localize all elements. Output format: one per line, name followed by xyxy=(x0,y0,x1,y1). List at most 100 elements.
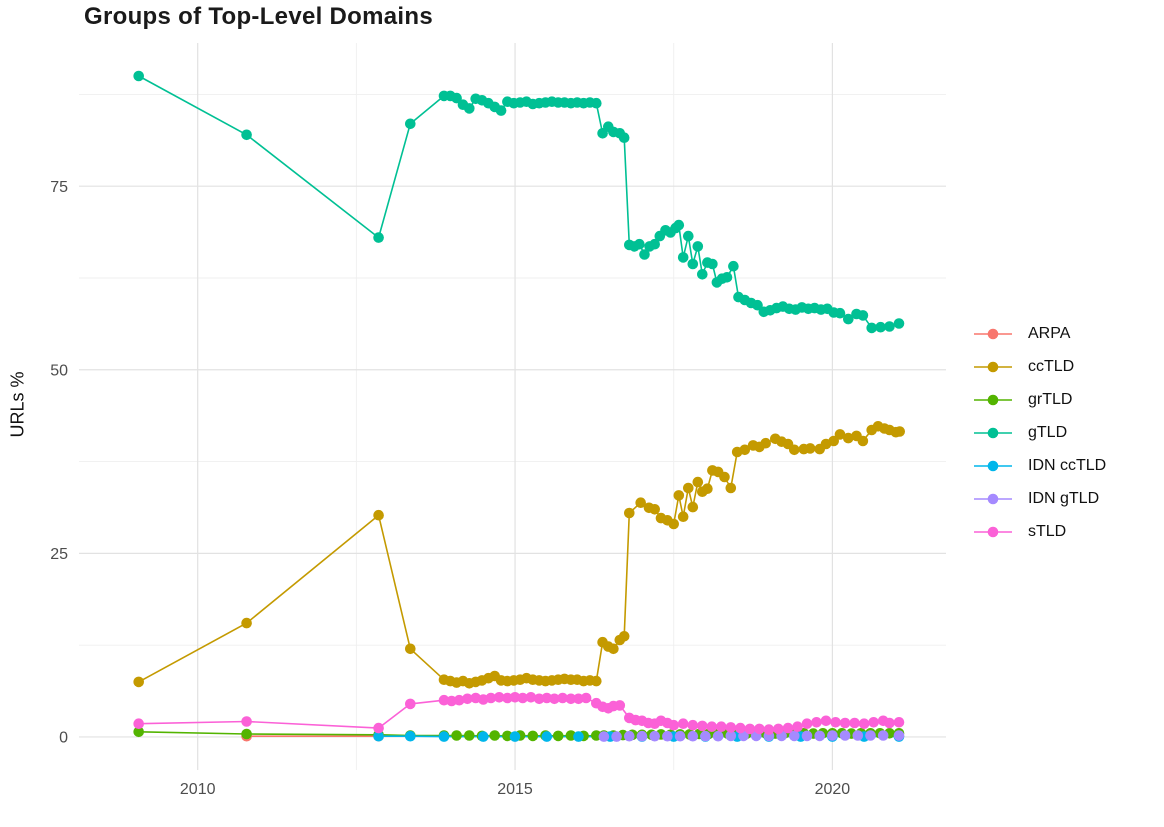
series-point-stld xyxy=(744,723,756,735)
legend-label: ARPA xyxy=(1028,324,1071,342)
series-point-gtld xyxy=(451,92,462,104)
series-point-stld xyxy=(868,717,879,728)
series-point-idn-gtld xyxy=(801,730,813,742)
series-point-gtld xyxy=(875,321,886,333)
series-point-cctld xyxy=(804,443,816,454)
legend-label: gTLD xyxy=(1028,423,1068,441)
series-point-idn-gtld xyxy=(674,730,686,742)
series-point-gtld xyxy=(241,129,252,141)
series-point-idn-gtld xyxy=(598,731,610,742)
series-point-idn-gtld xyxy=(789,730,800,742)
series-point-idn-gtld xyxy=(624,730,635,742)
series-point-grtld xyxy=(241,728,252,740)
series-point-stld xyxy=(893,717,905,728)
legend-key-dot xyxy=(987,328,999,339)
series-point-grtld xyxy=(489,730,501,741)
legend-key-dot xyxy=(987,493,999,504)
series-point-stld xyxy=(706,721,718,732)
series-point-stld xyxy=(565,693,577,705)
series-point-grtld xyxy=(527,730,539,742)
series-point-cctld xyxy=(692,476,704,488)
series-point-cctld xyxy=(668,518,679,530)
series-point-stld xyxy=(763,724,775,735)
series-point-idn-cctld xyxy=(541,731,553,742)
series-point-stld xyxy=(453,694,465,706)
series-point-stld xyxy=(373,722,384,734)
legend-key-dot xyxy=(987,394,999,405)
legend-key-icon xyxy=(974,427,1012,438)
series-point-stld xyxy=(549,693,560,705)
series-point-stld xyxy=(773,723,784,735)
legend-item-grtld: grTLD xyxy=(974,383,1106,416)
series-point-cctld xyxy=(618,631,630,642)
legend-key-icon xyxy=(974,328,1012,339)
series-point-stld xyxy=(849,717,860,729)
series-point-gtld xyxy=(884,321,895,332)
series-point-stld xyxy=(820,715,832,727)
series-point-gtld xyxy=(834,307,846,319)
series-point-stld xyxy=(502,692,513,704)
series-point-cctld xyxy=(624,507,635,519)
series-point-gtld xyxy=(683,230,694,242)
series-point-gtld xyxy=(697,269,708,280)
series-point-idn-gtld xyxy=(865,730,876,741)
y-tick-label: 50 xyxy=(50,362,68,379)
series-point-idn-cctld xyxy=(405,730,416,742)
series-point-gtld xyxy=(866,322,877,334)
series-point-cctld xyxy=(649,504,660,515)
series-point-cctld xyxy=(894,426,905,437)
series-point-cctld xyxy=(834,429,846,440)
series-point-gtld xyxy=(677,252,689,263)
legend-key-dot xyxy=(987,460,999,471)
series-point-gtld xyxy=(893,318,905,329)
series-point-grtld xyxy=(464,730,475,741)
series-point-grtld xyxy=(502,730,513,742)
series-point-stld xyxy=(525,692,537,703)
legend-item-cctld: ccTLD xyxy=(974,350,1106,383)
series-point-cctld xyxy=(635,497,646,509)
series-point-cctld xyxy=(677,511,689,522)
series-point-cctld xyxy=(683,482,694,494)
series-point-gtld xyxy=(405,118,416,130)
legend-label: IDN ccTLD xyxy=(1028,456,1107,474)
series-point-cctld xyxy=(373,509,384,521)
series-point-idn-gtld xyxy=(725,730,737,742)
series-point-stld xyxy=(485,692,497,704)
series-point-stld xyxy=(517,692,528,704)
series-point-gtld xyxy=(721,272,733,283)
series-point-cctld xyxy=(725,482,737,494)
series-point-gtld xyxy=(634,238,645,250)
legend-item-idn-gtld: IDN gTLD xyxy=(974,482,1106,515)
legend-key-icon xyxy=(974,460,1012,471)
y-tick-label: 0 xyxy=(59,730,68,747)
series-point-stld xyxy=(241,716,252,727)
series-point-cctld xyxy=(828,435,839,447)
series-point-gtld xyxy=(639,249,650,260)
legend-key-icon xyxy=(974,361,1012,372)
series-point-stld xyxy=(716,721,727,732)
series-point-stld xyxy=(614,700,626,711)
series-point-cctld xyxy=(241,617,252,629)
series-point-stld xyxy=(801,718,813,729)
legend-label: grTLD xyxy=(1028,390,1073,408)
series-point-cctld xyxy=(608,643,619,655)
series-point-idn-gtld xyxy=(893,730,905,741)
series-point-cctld xyxy=(702,483,713,495)
series-point-cctld xyxy=(857,435,869,447)
legend-key-icon xyxy=(974,394,1012,405)
legend-key-icon xyxy=(974,526,1012,537)
series-point-idn-gtld xyxy=(839,730,851,741)
series-point-gtld xyxy=(591,97,602,109)
y-axis-title: URLs % xyxy=(7,371,28,438)
series-point-idn-gtld xyxy=(712,730,724,742)
series-point-grtld xyxy=(451,730,462,741)
series-point-stld xyxy=(580,692,592,704)
series-point-idn-cctld xyxy=(478,731,489,742)
x-tick-label: 2020 xyxy=(815,781,851,798)
series-line-gtld xyxy=(138,75,900,329)
series-point-cctld xyxy=(405,643,416,655)
series-point-gtld xyxy=(464,103,475,114)
series-point-stld xyxy=(782,722,794,734)
series-point-idn-gtld xyxy=(636,730,648,742)
series-point-grtld xyxy=(133,726,144,738)
